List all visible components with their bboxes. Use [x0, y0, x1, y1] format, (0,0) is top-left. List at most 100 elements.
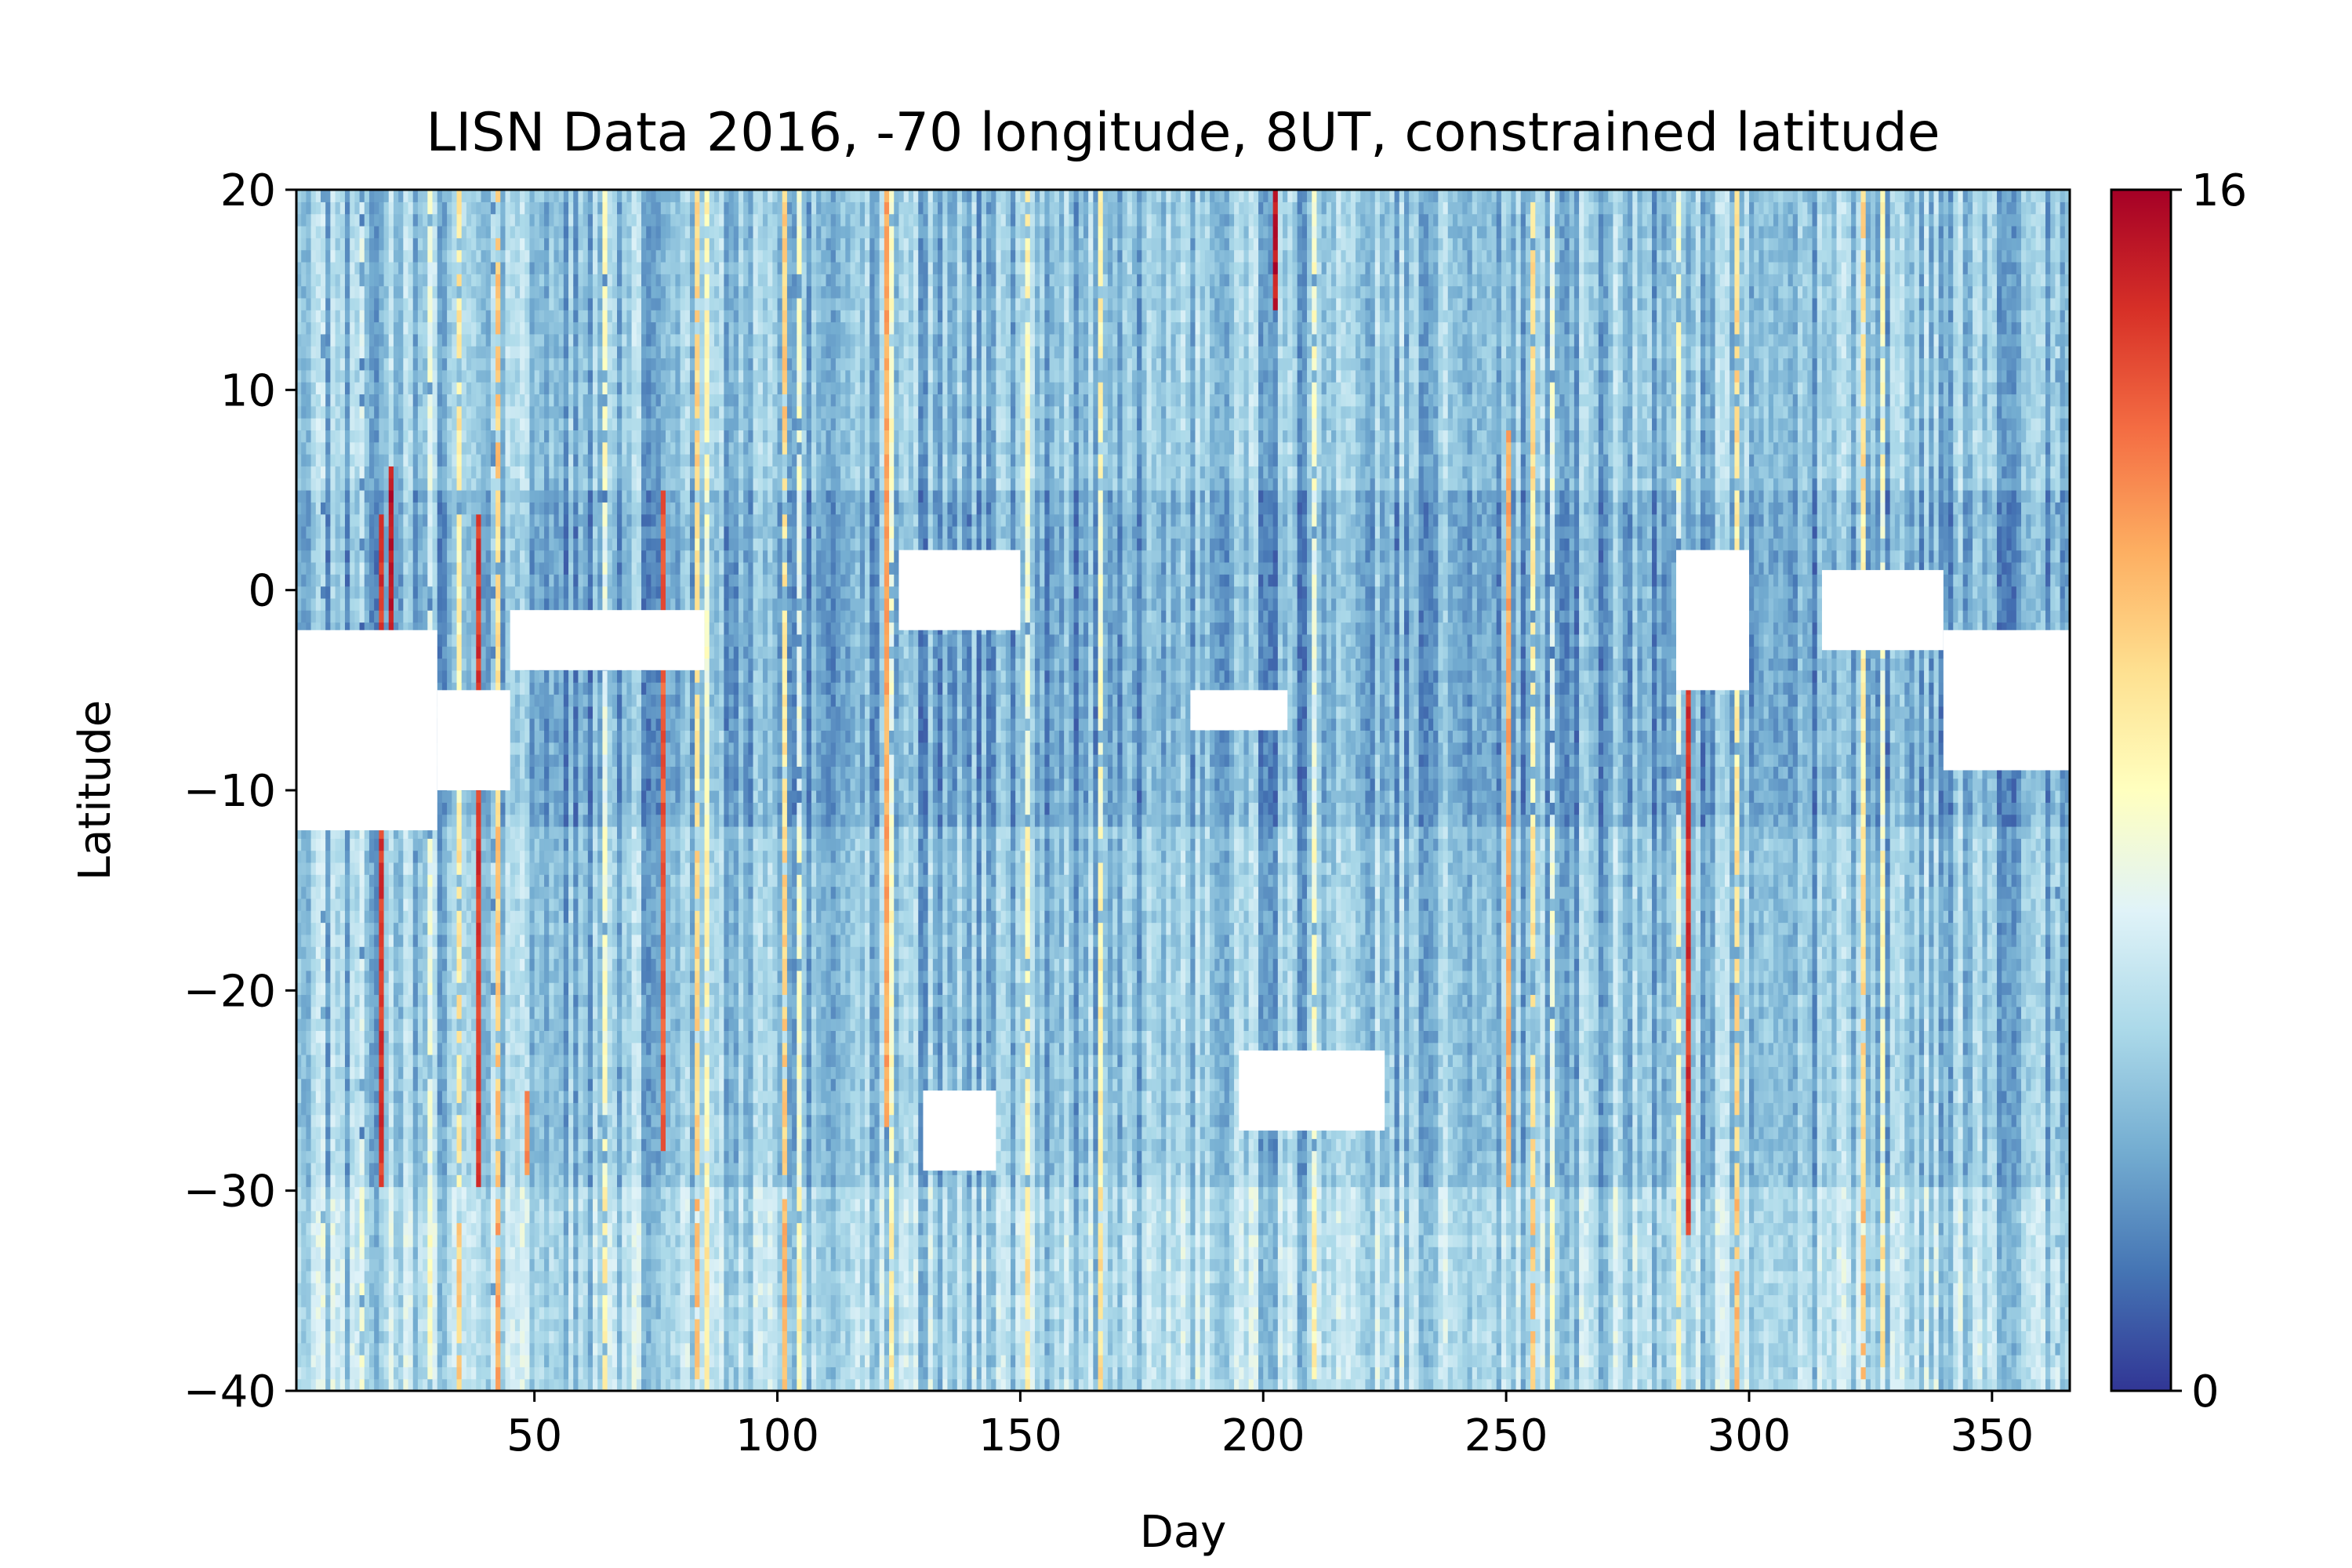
heatmap-cell [369, 238, 375, 250]
heatmap-cell [379, 1235, 384, 1247]
heatmap-cell [311, 502, 317, 514]
heatmap-cell [418, 971, 423, 983]
heatmap-cell [369, 1367, 375, 1379]
heatmap-cell [510, 1187, 516, 1200]
heatmap-cell [481, 826, 487, 839]
heatmap-cell [500, 526, 506, 539]
heatmap-cell [345, 1330, 350, 1343]
heatmap-cell [491, 526, 496, 539]
heatmap-cell [437, 454, 443, 466]
heatmap-cell [384, 971, 390, 983]
heatmap-cell [325, 526, 331, 539]
heatmap-cell [491, 1210, 496, 1223]
heatmap-cell [423, 1066, 428, 1079]
heatmap-cell [365, 358, 370, 370]
heatmap-cell [340, 322, 346, 335]
heatmap-cell [524, 1127, 530, 1139]
heatmap-cell [316, 1271, 321, 1283]
heatmap-cell [360, 1030, 365, 1043]
heatmap-cell [462, 598, 467, 611]
heatmap-cell [529, 490, 535, 503]
heatmap-cell [437, 514, 443, 527]
heatmap-cell [330, 1066, 336, 1079]
heatmap-cell [316, 910, 321, 923]
heatmap-cell [447, 1247, 452, 1259]
heatmap-cell [520, 838, 525, 851]
heatmap-cell [524, 1367, 530, 1379]
heatmap-cell [345, 610, 350, 622]
heatmap-cell [535, 334, 540, 347]
heatmap-cell [360, 1199, 365, 1211]
heatmap-cell [340, 502, 346, 514]
heatmap-cell [427, 418, 433, 430]
heatmap-cell [462, 274, 467, 286]
heatmap-cell [515, 958, 521, 971]
heatmap-cell [471, 214, 477, 227]
heatmap-cell [379, 382, 384, 394]
heatmap-cell [447, 514, 452, 527]
heatmap-cell [427, 1030, 433, 1043]
heatmap-cell [369, 1115, 375, 1127]
heatmap-cell [437, 478, 443, 491]
heatmap-cell [394, 598, 399, 611]
heatmap-cell [321, 214, 326, 227]
heatmap-cell [325, 394, 331, 406]
heatmap-cell [423, 430, 428, 442]
heatmap-cell [301, 262, 307, 274]
heatmap-cell [529, 946, 535, 959]
heatmap-cell [384, 286, 390, 299]
heatmap-cell [520, 1066, 525, 1079]
heatmap-cell [471, 310, 477, 322]
heatmap-cell [476, 898, 481, 911]
heatmap-cell [427, 1187, 433, 1200]
heatmap-cell [360, 262, 365, 274]
heatmap-cell [481, 394, 487, 406]
heatmap-cell [447, 1223, 452, 1236]
heatmap-cell [491, 562, 496, 575]
heatmap-cell [389, 1330, 394, 1343]
heatmap-cell [427, 538, 433, 550]
heatmap-cell [433, 562, 438, 575]
heatmap-cell [365, 562, 370, 575]
heatmap-cell [524, 454, 530, 466]
heatmap-cell [427, 1223, 433, 1236]
heatmap-cell [365, 586, 370, 599]
heatmap-cell [442, 190, 448, 202]
heatmap-cell [389, 923, 394, 935]
heatmap-cell [491, 1187, 496, 1200]
heatmap-cell [500, 1283, 506, 1295]
heatmap-cell [520, 670, 525, 683]
heatmap-cell [457, 826, 463, 839]
heatmap-cell [491, 1258, 496, 1271]
heatmap-cell [306, 1079, 311, 1091]
heatmap-cell [462, 466, 467, 478]
heatmap-cell [491, 490, 496, 503]
heatmap-cell [350, 1283, 355, 1295]
heatmap-cell [345, 442, 350, 455]
heatmap-cell [354, 958, 360, 971]
heatmap-cell [325, 370, 331, 383]
heatmap-cell [462, 586, 467, 599]
heatmap-cell [316, 982, 321, 995]
heatmap-cell [423, 526, 428, 539]
heatmap-cell [374, 394, 379, 406]
heatmap-cell [433, 598, 438, 611]
heatmap-cell [336, 1283, 341, 1295]
heatmap-cell [413, 1355, 419, 1367]
heatmap-cell [427, 526, 433, 539]
heatmap-cell [529, 862, 535, 875]
heatmap-cell [520, 550, 525, 563]
heatmap-cell [505, 994, 510, 1007]
heatmap-cell [515, 586, 521, 599]
heatmap-cell [495, 1379, 501, 1392]
heatmap-cell [311, 274, 317, 286]
heatmap-cell [476, 201, 481, 214]
heatmap-cell [452, 910, 457, 923]
heatmap-cell [476, 1151, 481, 1163]
heatmap-cell [481, 502, 487, 514]
heatmap-cell [476, 286, 481, 299]
heatmap-cell [408, 1066, 414, 1079]
heatmap-cell [476, 514, 481, 527]
heatmap-cell [330, 430, 336, 442]
heatmap-cell [471, 1151, 477, 1163]
